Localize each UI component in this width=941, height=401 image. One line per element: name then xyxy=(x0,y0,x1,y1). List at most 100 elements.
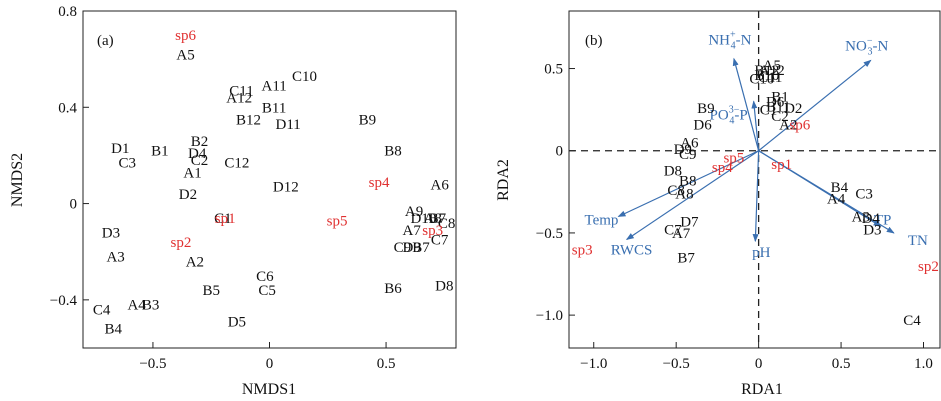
panel-b-xtick-label: 1.0 xyxy=(914,356,933,372)
point-label-c3: C3 xyxy=(119,156,137,172)
arrow-temp xyxy=(617,150,759,218)
point-label-c8: C8 xyxy=(667,183,685,199)
point-label-b8: B8 xyxy=(384,144,402,160)
panel-a-xtick-label: −0.5 xyxy=(139,356,166,372)
point-label-c2: C2 xyxy=(191,153,209,169)
point-label-b12: B12 xyxy=(754,63,779,79)
panel-a-ytick-label: 0 xyxy=(70,197,78,213)
point-label-sp3: sp3 xyxy=(572,242,593,258)
point-label-d4: D4 xyxy=(862,211,881,227)
panel-b-ytick-label: −0.5 xyxy=(536,226,563,242)
panel-b-xtick-label: 0.5 xyxy=(832,356,851,372)
point-label-a5: A5 xyxy=(176,47,194,63)
point-label-d6: D6 xyxy=(766,94,785,110)
point-label-b1: B1 xyxy=(771,89,789,105)
point-label-c10: C10 xyxy=(292,69,317,85)
panel-b-ytick-label: 0.5 xyxy=(544,62,563,78)
point-label-d9: D9 xyxy=(403,240,421,256)
panel-a-xtick-label: 0.5 xyxy=(377,356,396,372)
point-label-a2: A2 xyxy=(186,254,204,270)
point-label-d12: D12 xyxy=(273,180,299,196)
panel-b-xtick-label: −0.5 xyxy=(663,356,690,372)
point-label-c1: C1 xyxy=(760,103,778,119)
point-label-sp2: sp2 xyxy=(918,259,939,275)
point-label-d1: D1 xyxy=(111,141,129,157)
arrow-label-nh: NH+ 4-N xyxy=(708,30,751,52)
arrow-tn xyxy=(758,150,895,234)
point-label-d10: D10 xyxy=(410,211,436,227)
point-label-sp6: sp6 xyxy=(789,117,810,133)
point-label-d2: D2 xyxy=(784,101,802,117)
panel-b-label: (b) xyxy=(585,33,603,49)
arrow-label-no: NO− 3-N xyxy=(845,35,888,57)
panel-b-xtick-label: 0 xyxy=(755,356,763,372)
point-label-b2: B2 xyxy=(191,134,209,150)
point-label-a12: A12 xyxy=(226,91,252,107)
point-label-sp5: sp5 xyxy=(327,213,348,229)
point-label-d3: D3 xyxy=(102,225,120,241)
point-label-sp4: sp4 xyxy=(712,160,733,176)
point-label-c10: C10 xyxy=(749,71,774,87)
arrow-ph xyxy=(752,150,760,243)
point-label-c8: C8 xyxy=(438,216,456,232)
panel-b-arrows: NH+ 4-N NO− 3-N PO3− 4-P Temp RWCS pH TP TN xyxy=(584,30,928,261)
point-label-a3: A3 xyxy=(852,209,870,225)
point-label-d6: D6 xyxy=(693,117,712,133)
point-label-c1: C1 xyxy=(214,211,232,227)
arrow-label-temp: Temp xyxy=(584,212,618,228)
point-label-b10: B10 xyxy=(754,68,779,84)
panel-a-xlabel: NMDS1 xyxy=(242,381,296,398)
point-label-b9: B9 xyxy=(359,112,377,128)
panel-a-ytick-label: 0.4 xyxy=(58,100,77,116)
point-label-a4: A4 xyxy=(827,191,846,207)
point-label-a1: A1 xyxy=(183,165,201,181)
point-label-b3: B3 xyxy=(142,298,160,314)
panel-b-axes: −1.0 −0.5 0 0.5 1.0 −1.0 −0.5 0 0.5 xyxy=(536,11,940,372)
point-label-b9: B9 xyxy=(697,101,715,117)
point-label-c7: C7 xyxy=(664,223,682,239)
point-label-sp1: sp1 xyxy=(771,157,792,173)
point-label-b11: B11 xyxy=(262,100,286,116)
arrow-label-tn: TN xyxy=(908,233,928,249)
arrow-nh xyxy=(732,57,760,151)
panel-b: (b) −1.0 −0.5 0 0.5 1.0 −1.0 −0.5 0 0.5 NH+ 4-N NO… xyxy=(495,10,941,398)
point-label-a7: A7 xyxy=(672,226,691,242)
point-label-c11: C11 xyxy=(229,83,253,99)
panel-b-ytick-label: −1.0 xyxy=(536,308,563,324)
panel-a-xtick-label: 0 xyxy=(266,356,274,372)
point-label-a4: A4 xyxy=(127,298,146,314)
arrow-label-po: PO3− 4-P xyxy=(710,104,748,126)
point-label-d4: D4 xyxy=(188,146,207,162)
panel-a-ylabel: NMDS2 xyxy=(9,153,26,207)
point-label-b7: B7 xyxy=(677,251,695,267)
point-label-c2: C2 xyxy=(771,109,789,125)
point-label-c6: C6 xyxy=(256,269,274,285)
point-label-a6: A6 xyxy=(431,177,450,193)
point-label-a9: A9 xyxy=(405,204,423,220)
point-label-c4: C4 xyxy=(93,302,111,318)
point-label-d3: D3 xyxy=(863,223,881,239)
point-label-a3: A3 xyxy=(106,250,124,266)
panel-a-ytick-label: 0.8 xyxy=(58,4,77,20)
panel-b-xlabel: RDA1 xyxy=(741,381,783,398)
point-label-a12: A12 xyxy=(759,63,785,79)
arrow-po xyxy=(751,100,760,151)
point-label-c5: C5 xyxy=(258,283,276,299)
panel-b-frame xyxy=(568,10,941,349)
point-label-d8: D8 xyxy=(435,278,453,294)
point-label-b4: B4 xyxy=(831,180,849,196)
panel-a-axes: −0.5 0 0.5 −0.4 0 0.4 0.8 xyxy=(50,4,396,372)
point-label-a11: A11 xyxy=(262,79,287,95)
point-label-d11: D11 xyxy=(276,117,301,133)
point-label-b6: B6 xyxy=(384,281,402,297)
arrow-no xyxy=(758,59,872,152)
panel-a-ytick-label: −0.4 xyxy=(50,293,78,309)
point-label-b11: B11 xyxy=(766,99,790,115)
point-label-d5: D5 xyxy=(228,315,246,331)
point-label-sp1: sp1 xyxy=(215,211,236,227)
point-label-b1: B1 xyxy=(151,144,169,160)
arrow-label-ph: pH xyxy=(752,245,771,261)
